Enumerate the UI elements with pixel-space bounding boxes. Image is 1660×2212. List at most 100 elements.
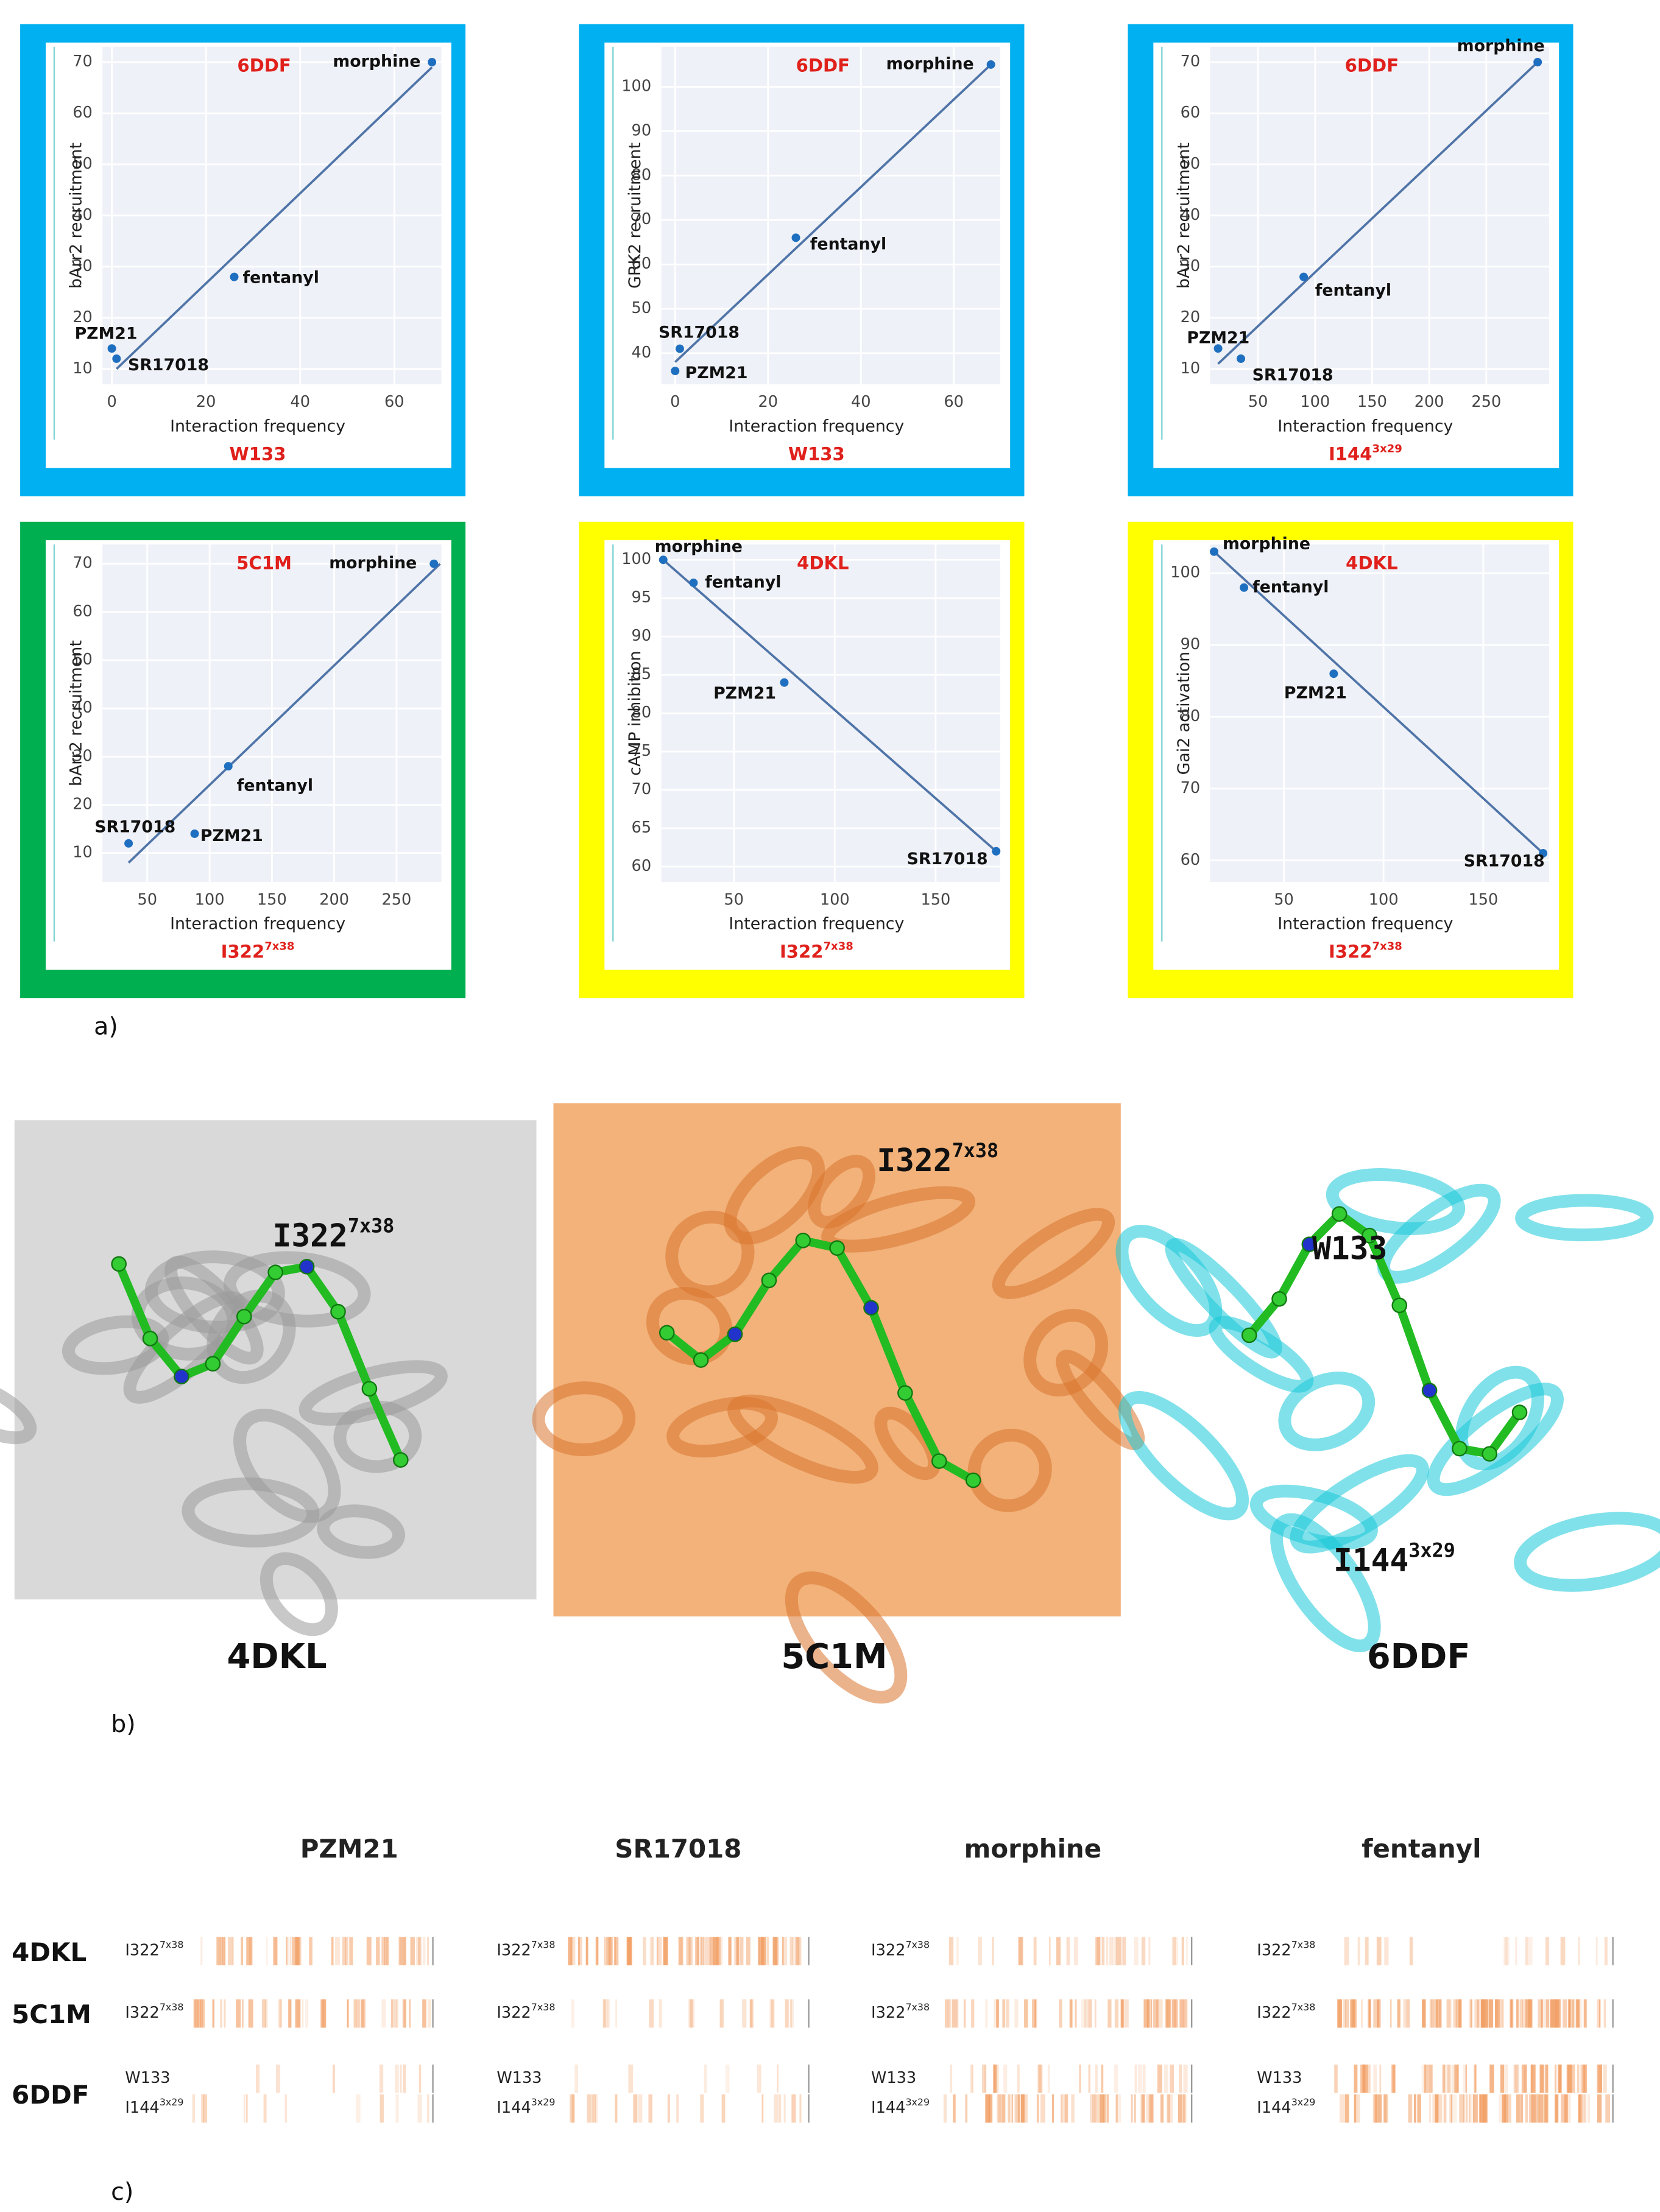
interaction-stripe (970, 2064, 973, 2093)
interaction-stripe (335, 1937, 340, 1965)
interaction-stripe (1530, 2064, 1536, 2093)
data-point (986, 60, 995, 69)
y-tick-label: 50 (72, 650, 93, 669)
interaction-stripe (1497, 1999, 1501, 2028)
interaction-stripe (1477, 1999, 1479, 2028)
point-label: morphine (329, 554, 417, 572)
interaction-stripe (956, 1999, 959, 2028)
interaction-stripe (1459, 2094, 1464, 2123)
interaction-stripe (1569, 2064, 1572, 2093)
interaction-stripe (232, 1937, 234, 1965)
interaction-stripe (1403, 1999, 1407, 2028)
interaction-stripe (353, 1999, 358, 2028)
interaction-stripe (1570, 2064, 1575, 2093)
interaction-stripe (965, 2094, 968, 2123)
interaction-stripe (1354, 2064, 1358, 2093)
interaction-stripe (570, 1937, 576, 1965)
ligand-atom (931, 1453, 947, 1469)
interaction-stripe (797, 1937, 802, 1965)
helix-ribbon (724, 1146, 825, 1245)
interaction-stripe (1555, 2064, 1556, 2093)
y-tick-label: 40 (72, 699, 93, 717)
interaction-stripe (246, 1937, 251, 1965)
interaction-stripe (947, 1999, 949, 2028)
residue-label: I3227x38 (1329, 940, 1402, 962)
y-tick-label: 100 (621, 550, 651, 568)
interaction-stripe (1095, 1937, 1100, 1965)
y-tick-label: 40 (1181, 206, 1201, 224)
ligand-atom (761, 1272, 777, 1289)
x-tick-label: 100 (1369, 890, 1399, 909)
data-point (224, 762, 233, 771)
interaction-stripe (1023, 2094, 1028, 2123)
x-tick-label: 250 (1471, 393, 1501, 411)
fingerprint-residue: I3227x38 (1257, 1939, 1315, 1960)
interaction-stripe (1528, 1999, 1532, 2028)
interaction-stripe (1014, 1999, 1019, 2028)
interaction-stripe (595, 2094, 598, 2123)
data-point (1533, 58, 1542, 67)
interaction-stripe (789, 1937, 794, 1965)
interaction-stripe (1463, 2094, 1466, 2123)
y-tick-label: 90 (632, 121, 652, 139)
interaction-stripe (1515, 1937, 1517, 1965)
ligand-atom (863, 1300, 879, 1316)
helix-ribbon (0, 1376, 37, 1445)
interaction-stripe (713, 1937, 718, 1965)
point-label: morphine (333, 52, 420, 71)
interaction-stripe (289, 1999, 291, 2028)
interaction-stripe (1071, 2094, 1075, 2123)
interaction-stripe (1182, 1999, 1185, 2028)
helix-ribbon (1455, 1365, 1545, 1471)
data-point (1213, 344, 1223, 353)
interaction-stripe (1048, 1937, 1051, 1965)
interaction-stripe (386, 1937, 389, 1965)
x-tick-label: 150 (920, 890, 950, 909)
interaction-stripe (613, 1937, 616, 1965)
row-label: 5C1M (12, 1999, 91, 2029)
interaction-stripe (710, 1937, 713, 1965)
panel-label: a) (94, 1012, 118, 1040)
fingerprint-residue: I3227x38 (496, 2001, 555, 2022)
fingerprint-residue-sup: 3x29 (160, 2096, 184, 2108)
interaction-stripe (248, 1999, 253, 2028)
interaction-stripe (648, 2094, 652, 2123)
interaction-stripe (1569, 2064, 1571, 2093)
interaction-stripe (1118, 2094, 1121, 2123)
interaction-stripe (1150, 1999, 1153, 2028)
residue-label: I3227x38 (780, 940, 853, 962)
data-point (1210, 547, 1218, 556)
interaction-stripe (773, 1937, 779, 1965)
interaction-stripe (1545, 1999, 1550, 2028)
interaction-stripe (200, 1937, 203, 1965)
interaction-stripe (663, 1937, 666, 1965)
interaction-stripe (332, 2064, 335, 2093)
interaction-stripe (1047, 2064, 1050, 2093)
interaction-stripe (1538, 2094, 1540, 2123)
interaction-stripe (1363, 2064, 1368, 2093)
interaction-stripe (1605, 2094, 1611, 2123)
interaction-stripe (1559, 2064, 1561, 2093)
column-header: morphine (964, 1834, 1102, 1864)
y-tick-label: 60 (632, 857, 652, 875)
interaction-stripe (1578, 1937, 1580, 1965)
point-label: PZM21 (1187, 328, 1249, 347)
interaction-stripe (1039, 2064, 1043, 2093)
x-tick-label: 100 (195, 890, 225, 909)
ligand-atom (1452, 1440, 1468, 1457)
interaction-stripe (262, 1999, 266, 2028)
interaction-stripe (742, 1999, 747, 2028)
interaction-stripe (649, 1937, 653, 1965)
interaction-stripe (1167, 2094, 1170, 2123)
interaction-stripe (1145, 2094, 1150, 2123)
interaction-stripe (1486, 1999, 1489, 2028)
interaction-stripe (1455, 1999, 1461, 2028)
interaction-stripe (659, 1999, 662, 2028)
interaction-stripe (783, 2094, 786, 2123)
interaction-stripe (688, 1999, 694, 2028)
fingerprint-residue: I3227x38 (125, 1939, 183, 1960)
fingerprint-residue-sup: 7x38 (1291, 2001, 1316, 2013)
data-point (780, 678, 789, 687)
interaction-stripe (1442, 2064, 1446, 2093)
